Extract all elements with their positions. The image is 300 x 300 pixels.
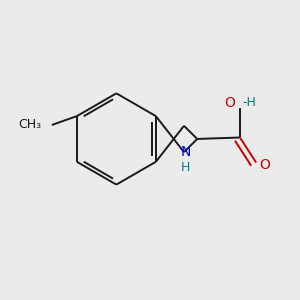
- Text: N: N: [180, 145, 190, 159]
- Text: O: O: [224, 96, 235, 110]
- Text: -H: -H: [242, 96, 256, 109]
- Text: CH₃: CH₃: [18, 118, 41, 131]
- Text: O: O: [259, 158, 270, 172]
- Text: H: H: [181, 161, 190, 174]
